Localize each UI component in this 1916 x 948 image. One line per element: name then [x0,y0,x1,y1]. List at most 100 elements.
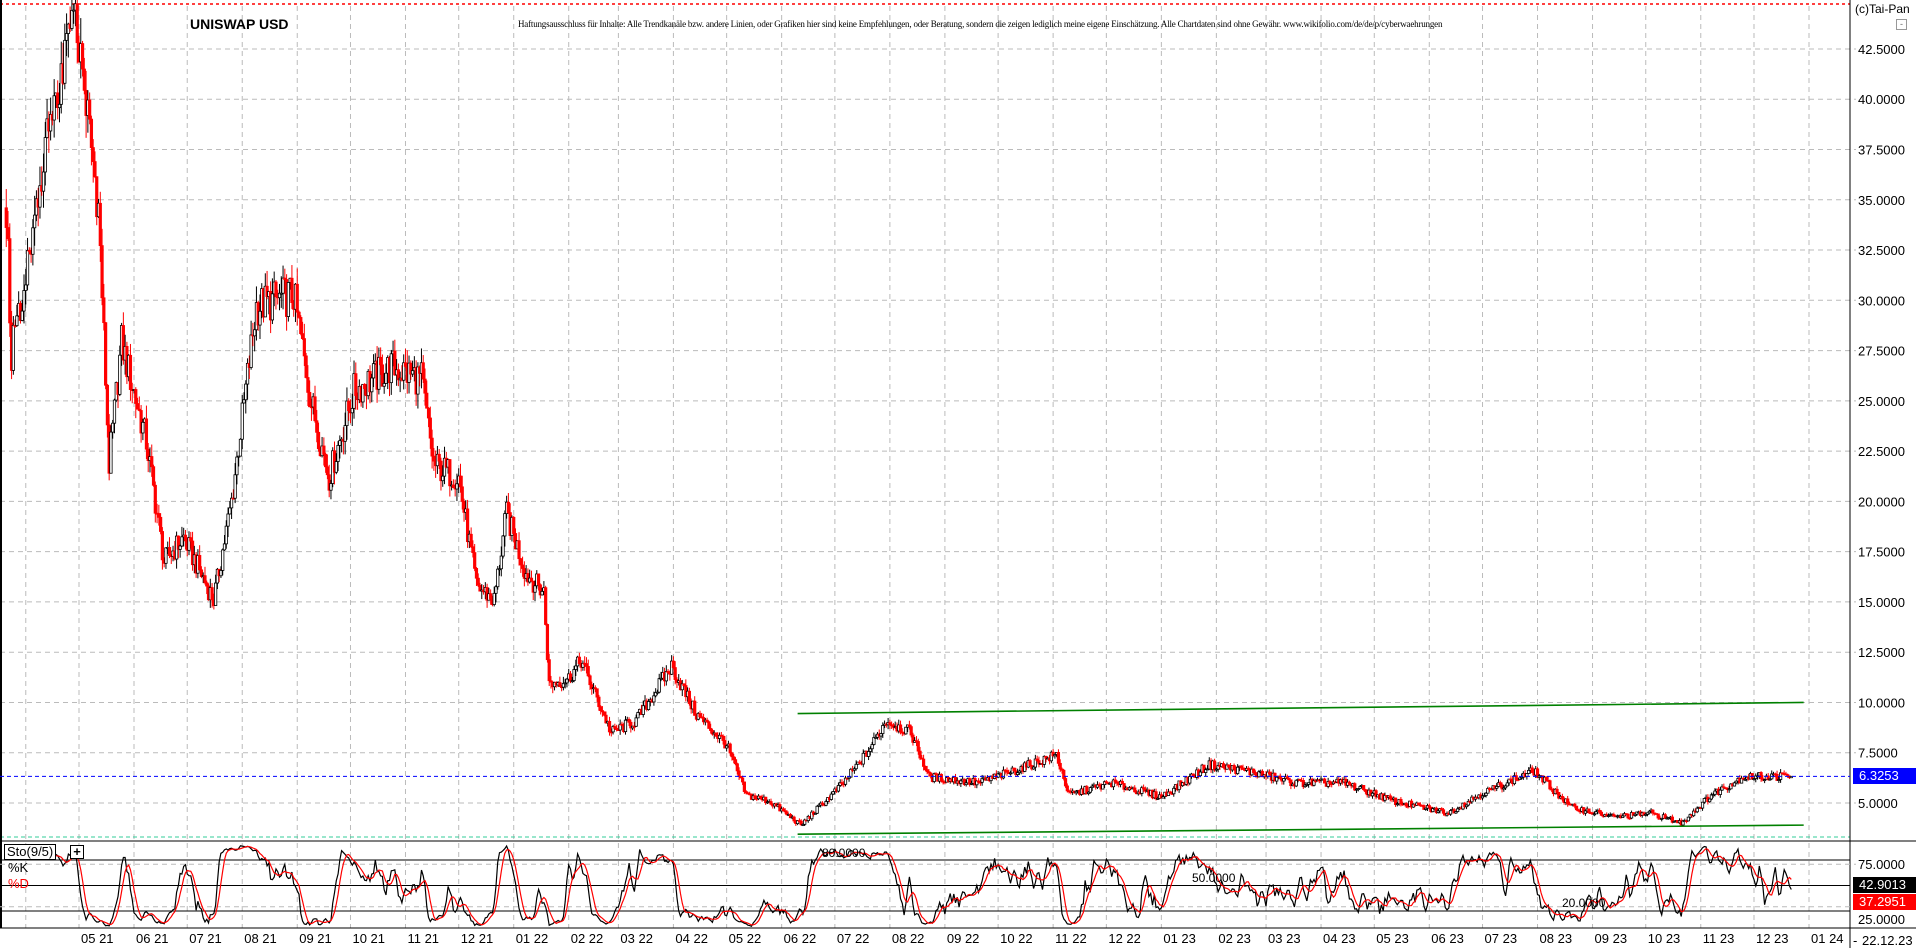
candle-body [396,369,400,381]
candle-body [570,680,574,682]
candle-body [932,773,936,782]
candle-body [492,592,496,605]
candle-body [1727,788,1731,791]
candle-body [111,422,115,433]
candle-body [1216,765,1220,770]
add-indicator-button[interactable]: + [70,845,84,859]
candle-body [476,577,480,586]
candle-body [1212,760,1217,771]
candle-body [190,540,195,566]
candle-body [561,682,566,688]
candle-body [57,103,62,109]
candle-body [315,420,319,433]
candle-body [11,324,15,371]
candle-body [879,733,883,737]
candle-body [609,731,613,734]
candle-body [214,582,218,606]
candle-body [164,547,168,564]
candle-body [1734,780,1738,784]
indicator-name[interactable]: Sto(9/5) [4,844,57,860]
minimize-button[interactable]: - [1896,19,1907,30]
candle-body [430,437,434,457]
candle-body [1486,788,1490,794]
candle-body [584,663,589,667]
candle-body [1358,786,1362,789]
candle-body [1527,769,1531,774]
candle-body [1058,762,1062,770]
candle-body [49,114,53,132]
candle-body [996,773,1000,778]
candle-body [1104,781,1108,784]
candle-body [586,666,590,677]
candle-body [439,460,443,482]
price-tick-label: 32.5000 [1858,243,1905,258]
candle-body [657,678,661,693]
candle-body [226,513,230,527]
d-value-tag: 37.2951 [1853,894,1916,910]
candle-body [1663,814,1667,819]
candle-body [792,816,796,822]
candle-body [1198,771,1202,777]
candle-body [732,756,736,761]
candle-body [717,734,722,739]
candle-body [854,763,858,770]
candle-body [1766,775,1770,780]
candle-body [1417,802,1421,806]
candle-body [1120,780,1124,784]
candle-body [1732,782,1737,787]
candle-body [891,724,896,728]
price-tick-label: 10.0000 [1858,695,1905,710]
candle-body [1328,781,1332,785]
candle-body [1065,785,1069,792]
month-label: 08 23 [1540,931,1573,946]
candle-body [473,552,477,569]
price-tick-label: 25.0000 [1858,394,1905,409]
candle-body [402,362,406,381]
candle-body [1651,809,1655,814]
candle-body [409,362,413,375]
candle-body [597,696,601,708]
candle-body [1713,790,1717,795]
candle-body [680,683,684,691]
candle-body [701,717,706,723]
candle-body [1188,776,1192,784]
month-label: 07 21 [189,931,222,946]
candle-body [929,772,933,777]
candle-body [1113,779,1117,783]
candle-body [1775,774,1779,781]
candle-body [228,507,232,515]
candle-body [1582,807,1586,814]
candle-body [602,711,606,716]
candle-body [219,570,223,577]
candle-body [437,453,441,462]
candle-body [1090,785,1094,788]
candle-body [1205,768,1210,771]
candle-body [1363,789,1368,792]
level-80-label: 80.0000 [822,846,866,860]
candle-body [56,92,60,109]
candle-body [536,573,541,586]
candle-body [347,400,351,412]
candle-body [849,768,853,778]
candle-body [1395,803,1399,806]
candle-body [907,724,912,728]
candle-body [503,513,507,537]
candle-body [187,537,191,551]
candle-body [909,726,913,736]
candle-body [799,820,803,826]
candle-body [925,769,929,773]
trendline [797,824,1804,835]
candle-body [1754,775,1758,779]
candle-body [112,399,117,424]
candle-body [1301,780,1305,788]
candle-body [1033,758,1037,768]
candle-body [1285,776,1289,779]
month-label: 01 24 [1811,931,1844,946]
candle-body [533,585,537,593]
month-label: 03 22 [620,931,653,946]
last-price-tag: 6.3253 [1853,768,1916,784]
candle-body [237,455,241,458]
candle-body [1544,776,1548,781]
candle-body [371,363,376,379]
